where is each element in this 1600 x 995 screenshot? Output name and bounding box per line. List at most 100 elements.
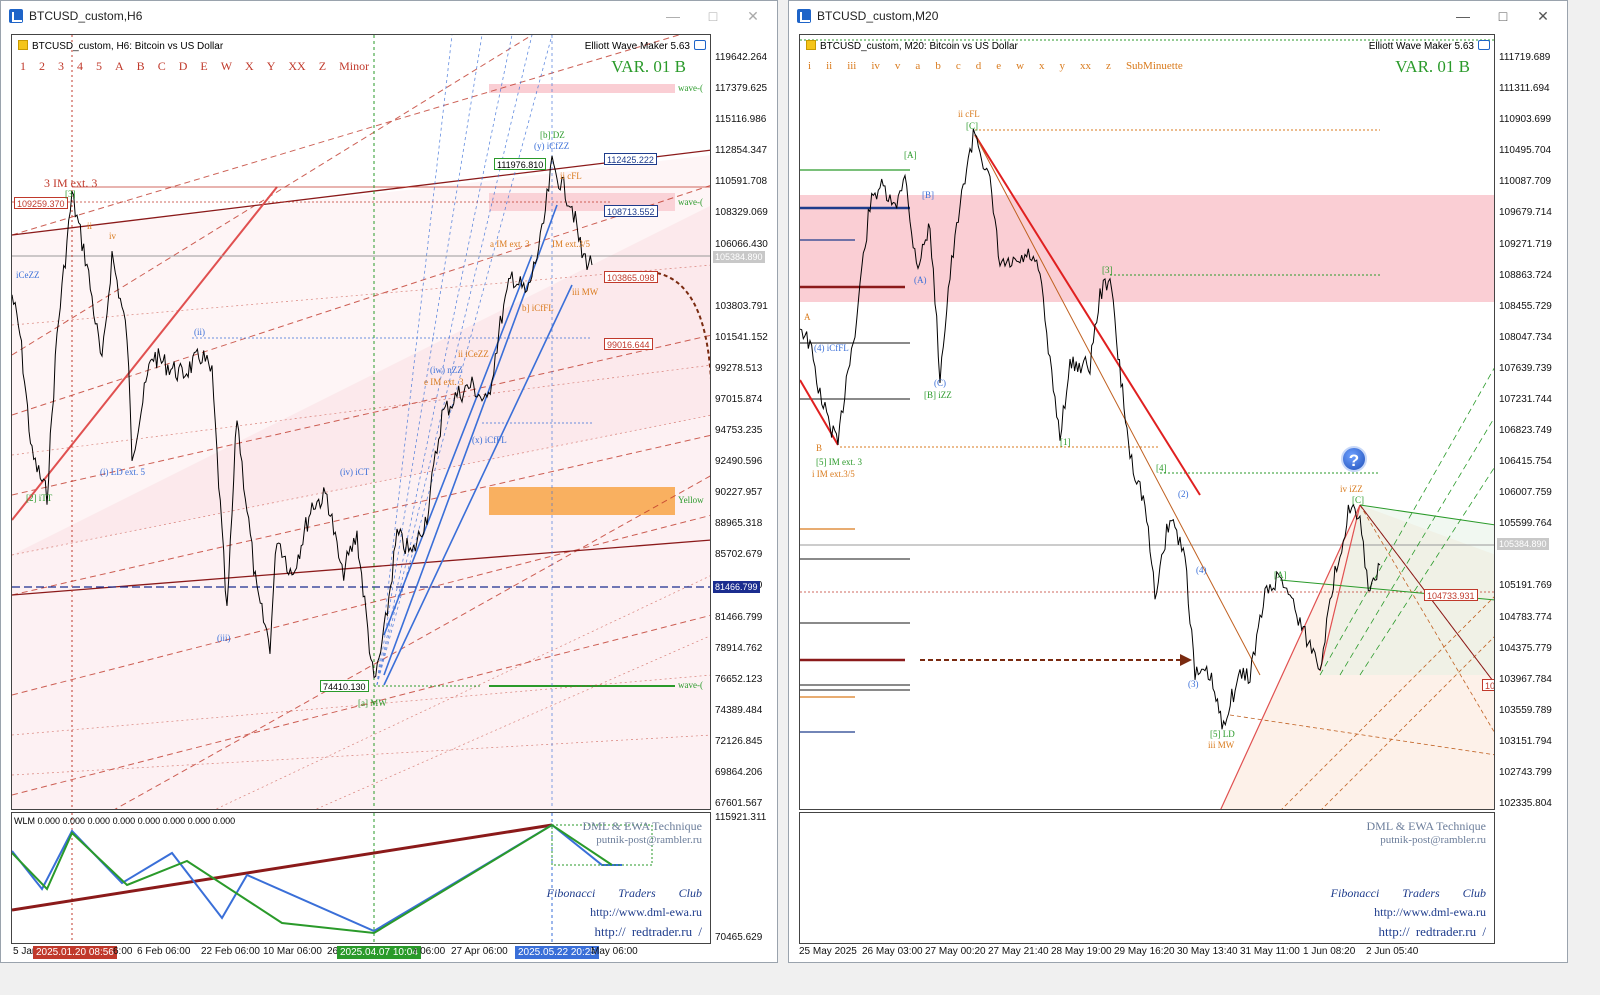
wave-annotation: (3) [1188,679,1199,689]
close-button[interactable]: ✕ [1537,7,1549,24]
right-price-scale[interactable]: 111719.689 111311.694 110903.699 110495.704… [1495,34,1567,810]
wave-annotation: (2) [1178,489,1189,499]
right-wave-degree-2[interactable]: iii [847,60,857,72]
left-indicator-label: Elliott Wave Maker 5.63 [585,40,706,52]
help-icon[interactable]: ? [1341,446,1367,472]
chart-window-icon [797,9,811,23]
right-chart-svg [800,39,1494,809]
price-scale-label: 110495.704 [1499,145,1552,157]
wave-annotation: [1] [1060,437,1071,447]
right-wave-degree-10[interactable]: w [1016,60,1025,72]
time-axis-label: 1 Jun 08:20 [1303,946,1356,957]
left-wave-degree-12[interactable]: Y [266,59,276,73]
left-wave-degree-2[interactable]: 3 [58,59,64,73]
left-wave-degree-6[interactable]: B [136,59,145,73]
right-wave-degree-13[interactable]: xx [1080,60,1092,72]
price-scale-label: 81466.799 [715,611,763,623]
minimize-button[interactable]: — [666,8,680,24]
left-wave-degree-9[interactable]: E [200,59,208,73]
left-wave-degree-0[interactable]: 1 [20,59,26,73]
wave-annotation: (iii) [217,633,231,643]
left-price-scale[interactable]: 119642.264 117379.625 115116.986 112854.347… [711,34,777,810]
wave-annotation: (ii) [194,327,205,337]
credit-block: DML & EWA Technique putnik-post@rambler.… [1330,819,1486,939]
wave-annotation: b] iCfFL [522,303,554,313]
left-wave-degree-7[interactable]: C [157,59,166,73]
price-scale-label: 107231.744 [1499,393,1552,405]
wave-level-label: wave-( [678,680,703,690]
left-window-titlebar[interactable]: BTCUSD_custom,H6 — □ ✕ [1,1,777,31]
right-wave-degree-11[interactable]: x [1039,60,1045,72]
left-symbol-label: BTCUSD_custom, H6: Bitcoin vs US Dollar [18,40,223,52]
right-wave-degree-row[interactable]: i ii iii iv v a b c d e w x y xx z SubMinuette [808,60,1198,72]
left-oscillator-panel[interactable]: WLM 0.000 0.000 0.000 0.000 0.000 0.000 … [11,812,711,944]
left-wave-degree-10[interactable]: W [220,59,233,73]
right-wave-degree-6[interactable]: b [935,60,941,72]
left-wave-degree-5[interactable]: A [115,59,124,73]
right-main-chart[interactable]: BTCUSD_custom, M20: Bitcoin vs US Dollar… [799,34,1495,810]
right-wave-degree-3[interactable]: iv [871,60,880,72]
left-wave-degree-15[interactable]: Minor [339,59,370,73]
price-badge[interactable]: 104733.931 [1424,589,1478,601]
price-badge[interactable]: 112425.222 [604,153,657,165]
price-badge[interactable]: 108713.552 [604,205,658,217]
left-wave-degree-3[interactable]: 4 [77,59,83,73]
right-time-axis[interactable]: 25 May 2025 26 May 03:00 27 May 00:20 27 Ma… [799,946,1495,962]
price-badge[interactable]: 111976.810 [494,158,547,170]
left-wave-degree-row[interactable]: 1 2 3 4 5 A B C D E W X Y XX Z Minor [20,59,382,74]
right-wave-degree-9[interactable]: e [996,60,1002,72]
price-scale-label: 109679.714 [1499,207,1552,219]
price-badge[interactable]: 99016.644 [604,338,653,350]
wave-annotation: [B] iZZ [924,390,952,400]
price-scale-label: 108863.724 [1499,269,1552,281]
wave-level-label: Yellow [678,495,704,505]
right-wave-degree-14[interactable]: z [1106,60,1111,72]
credit-block: DML & EWA Technique putnik-post@rambler.… [546,819,702,939]
right-wave-degree-0[interactable]: i [808,60,812,72]
right-info-panel[interactable]: DML & EWA Technique putnik-post@rambler.… [799,812,1495,944]
right-chart-window[interactable]: BTCUSD_custom,M20 — □ ✕ [788,0,1568,963]
right-wave-degree-8[interactable]: d [975,60,982,72]
wave-annotation: [b] DZ [540,130,565,140]
right-wave-degree-15[interactable]: SubMinuette [1125,60,1183,72]
wave-annotation: [C] [1352,495,1364,505]
price-scale-label: 119642.264 [715,52,768,63]
wave-annotation: [3] [1102,265,1113,275]
left-wave-degree-14[interactable]: Z [318,59,327,73]
wave-annotation: B [816,443,823,453]
left-wave-degree-11[interactable]: X [245,59,254,73]
wave-annotation: (4) iCfFL [814,343,849,353]
wave-level-label: wave-( [678,197,703,207]
price-scale-label: 105191.769 [1499,580,1552,592]
left-chart-window[interactable]: BTCUSD_custom,H6 — □ ✕ [0,0,778,963]
left-wave-degree-8[interactable]: D [178,59,188,73]
left-wave-degree-13[interactable]: XX [288,59,306,73]
wave-annotation: i IM ext.3/5 [812,469,855,479]
right-symbol-label: BTCUSD_custom, M20: Bitcoin vs US Dollar [806,40,1018,52]
price-badge[interactable]: 74410.130 [320,680,369,692]
right-wave-degree-4[interactable]: v [894,60,901,72]
right-wave-degree-1[interactable]: ii [826,60,833,72]
right-window-titlebar[interactable]: BTCUSD_custom,M20 — □ ✕ [789,1,1567,31]
price-scale-label: 106007.759 [1499,487,1552,499]
wave-annotation: ii cFL [560,171,582,181]
wave-annotation: [A] [1274,570,1287,580]
maximize-button[interactable]: □ [1498,8,1508,24]
wave-annotation: (4) [1196,565,1207,575]
minimize-button[interactable]: — [1456,8,1470,24]
left-time-axis[interactable]: 5 Jan 2025.01.20 08:56 6:00 6 Feb 06:00 … [13,946,638,959]
left-main-chart[interactable]: BTCUSD_custom, H6: Bitcoin vs US Dollar … [11,34,711,810]
price-badge[interactable]: 109259.370 [14,197,68,209]
price-badge[interactable]: 10 [1482,679,1494,691]
wave-annotation: [C] [966,121,978,131]
wave-annotation: A [804,312,811,322]
left-wave-degree-4[interactable]: 5 [96,59,102,73]
price-scale-label: 78914.762 [715,642,763,654]
left-wave-degree-1[interactable]: 2 [39,59,45,73]
right-wave-degree-7[interactable]: c [955,60,961,72]
maximize-button[interactable]: □ [708,8,718,24]
right-wave-degree-5[interactable]: a [915,60,921,72]
close-button[interactable]: ✕ [747,7,759,24]
right-wave-degree-12[interactable]: y [1059,60,1066,72]
price-badge[interactable]: 103865.098 [604,271,658,283]
